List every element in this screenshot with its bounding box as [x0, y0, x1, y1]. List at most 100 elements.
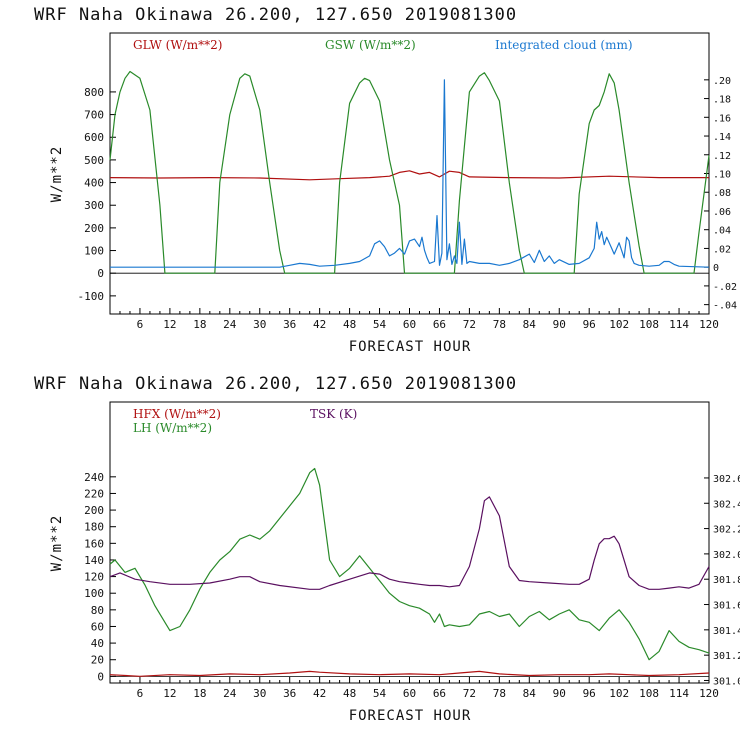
x-tick-label: 114 — [669, 687, 689, 700]
flux-skin-temp-panel: WRF Naha Okinawa 26.200, 127.650 2019081… — [34, 374, 740, 724]
y2-tick-label: 302.4 — [713, 499, 740, 510]
y-tick-label: 100 — [84, 587, 104, 600]
x-tick-label: 102 — [609, 687, 629, 700]
y-axis-label: W/m**2 — [49, 146, 65, 203]
legend-cloud: Integrated cloud (mm) — [495, 38, 633, 52]
y2-tick-label: .10 — [713, 170, 731, 181]
x-tick-label: 120 — [699, 318, 719, 331]
y2-tick-label: 302.0 — [713, 550, 740, 561]
x-tick-label: 24 — [223, 687, 237, 700]
x-tick-label: 24 — [223, 318, 237, 331]
y-tick-label: 100 — [84, 245, 104, 258]
radiation-cloud-panel: WRF Naha Okinawa 26.200, 127.650 2019081… — [34, 5, 737, 355]
y-tick-label: 0 — [97, 670, 104, 683]
y2-tick-label: 301.6 — [713, 601, 740, 612]
y2-tick-label: 301.8 — [713, 575, 740, 586]
x-tick-label: 36 — [283, 318, 296, 331]
y2-tick-label: 302.6 — [713, 474, 740, 485]
y2-tick-label: .08 — [713, 188, 731, 199]
y-ticks: -100 0 100 200 300 400 500 600 700 800 — [78, 86, 116, 303]
x-tick-label: 12 — [163, 687, 176, 700]
x-ticks: 6 12 18 24 30 36 42 48 54 60 66 72 78 84 90 96 102 108 114… — [119, 308, 719, 331]
x-tick-label: 6 — [137, 687, 144, 700]
y-tick-label: 40 — [91, 637, 104, 650]
x-tick-label: 36 — [283, 687, 296, 700]
x-tick-label: 90 — [553, 687, 566, 700]
x-tick-label: 42 — [313, 687, 326, 700]
series-line-1 — [109, 70, 710, 274]
y-tick-label: 220 — [84, 487, 104, 500]
x-tick-label: 66 — [433, 687, 446, 700]
y-tick-label: 20 — [91, 654, 104, 667]
x-tick-label: 78 — [493, 687, 506, 700]
series-line-2 — [109, 496, 710, 590]
x-tick-label: 54 — [373, 687, 387, 700]
y-tick-label: 400 — [84, 177, 104, 190]
y2-tick-label: .12 — [713, 151, 731, 162]
y2-tick-label: .14 — [713, 132, 731, 143]
x-tick-label: 30 — [253, 687, 266, 700]
y2-tick-label: 301.2 — [713, 651, 740, 662]
x-tick-label: 18 — [193, 318, 206, 331]
y-tick-label: 700 — [84, 109, 104, 122]
y2-ticks: 302.6 302.4 302.2 302.0 301.8 301.6 301.4 301.2… — [704, 474, 740, 687]
y-tick-label: -100 — [78, 290, 105, 303]
x-tick-label: 108 — [639, 318, 659, 331]
y-tick-label: 240 — [84, 471, 104, 484]
y2-tick-label: .02 — [713, 244, 731, 255]
y-tick-label: 120 — [84, 571, 104, 584]
y-tick-label: 800 — [84, 86, 104, 99]
legend-lh: LH (W/m**2) — [133, 421, 212, 435]
x-tick-label: 96 — [583, 318, 596, 331]
y2-ticks: .20 .18 .16 .14 .12 .10 .08 .06 .04 .02 0 -.02 -.04 — [704, 76, 737, 312]
y2-tick-label: 301.0 — [713, 676, 740, 687]
series-line-2 — [110, 79, 710, 268]
x-tick-label: 60 — [403, 687, 416, 700]
x-tick-label: 48 — [343, 318, 356, 331]
x-tick-label: 12 — [163, 318, 176, 331]
legend-hfx: HFX (W/m**2) — [133, 407, 221, 421]
y2-tick-label: 302.2 — [713, 525, 740, 536]
y-tick-label: 60 — [91, 620, 104, 633]
x-tick-label: 108 — [639, 687, 659, 700]
x-tick-label: 78 — [493, 318, 506, 331]
x-tick-label: 60 — [403, 318, 416, 331]
chart-title: WRF Naha Okinawa 26.200, 127.650 2019081… — [34, 5, 517, 25]
y-tick-label: 600 — [84, 131, 104, 144]
y-tick-label: 180 — [84, 521, 104, 534]
y2-tick-label: .18 — [713, 95, 731, 106]
x-tick-label: 66 — [433, 318, 446, 331]
y-tick-label: 500 — [84, 154, 104, 167]
x-tick-label: 72 — [463, 318, 476, 331]
series-lines — [109, 467, 710, 677]
x-axis-label: FORECAST HOUR — [349, 339, 472, 355]
x-tick-label: 54 — [373, 318, 387, 331]
y2-tick-label: .04 — [713, 226, 731, 237]
x-tick-label: 30 — [253, 318, 266, 331]
series-line-0 — [109, 170, 709, 181]
y-axis-label: W/m**2 — [49, 515, 65, 572]
x-tick-label: 90 — [553, 318, 566, 331]
x-tick-label: 42 — [313, 318, 326, 331]
x-tick-label: 18 — [193, 687, 206, 700]
y2-tick-label: -.02 — [713, 282, 737, 293]
y-tick-label: 80 — [91, 604, 104, 617]
y2-tick-label: .20 — [713, 76, 731, 87]
x-tick-label: 84 — [523, 687, 537, 700]
x-tick-label: 48 — [343, 687, 356, 700]
y-tick-label: 200 — [84, 222, 104, 235]
y-ticks: 0 20 40 60 80 100 120 140 160 180 200 220 240 — [84, 471, 116, 683]
y-tick-label: 300 — [84, 199, 104, 212]
y-tick-label: 160 — [84, 537, 104, 550]
legend-glw: GLW (W/m**2) — [133, 38, 222, 52]
x-tick-label: 96 — [583, 687, 596, 700]
x-tick-label: 114 — [669, 318, 689, 331]
y2-tick-label: 0 — [713, 263, 719, 274]
series-lines — [109, 70, 710, 274]
series-line-0 — [109, 670, 710, 677]
y2-tick-label: 301.4 — [713, 626, 740, 637]
chart-title: WRF Naha Okinawa 26.200, 127.650 2019081… — [34, 374, 517, 394]
x-axis-label: FORECAST HOUR — [349, 708, 472, 724]
y-tick-label: 140 — [84, 554, 104, 567]
